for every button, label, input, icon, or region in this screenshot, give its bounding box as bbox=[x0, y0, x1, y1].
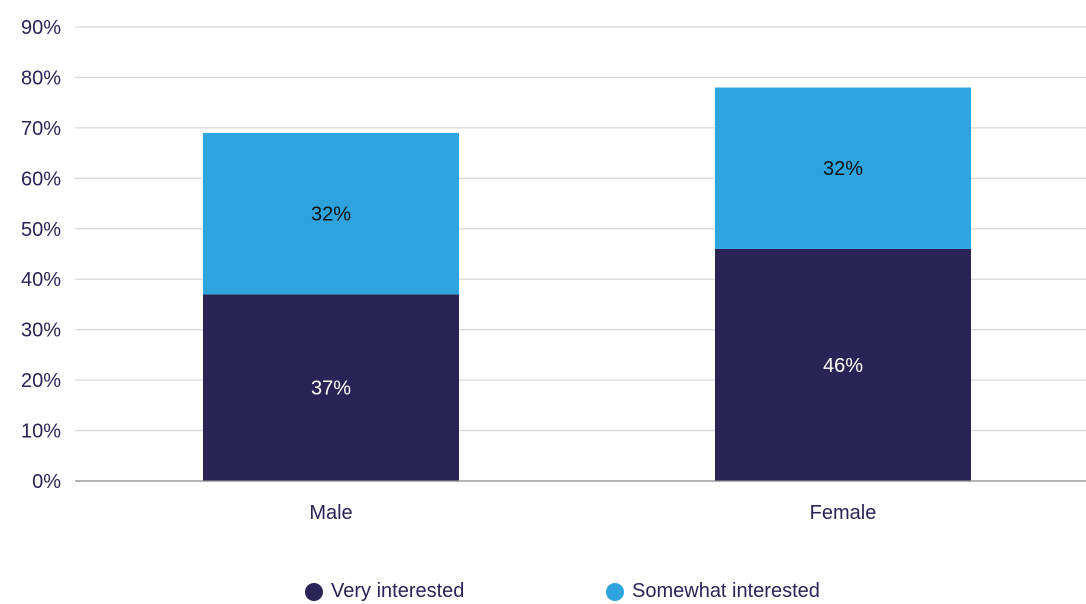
y-tick-label: 70% bbox=[21, 118, 61, 140]
legend-item-very-interested: Very interested bbox=[305, 580, 464, 603]
y-tick-label: 20% bbox=[21, 370, 61, 392]
y-tick-label: 30% bbox=[21, 320, 61, 342]
data-label: 32% bbox=[823, 158, 863, 180]
x-tick-label: Male bbox=[309, 502, 352, 524]
legend: Very interested Somewhat interested bbox=[0, 580, 1086, 604]
bar-female-very-interested bbox=[715, 248, 971, 481]
legend-label-very-interested: Very interested bbox=[331, 580, 465, 602]
y-tick-label: 0% bbox=[32, 471, 61, 493]
legend-swatch-very-interested bbox=[305, 582, 323, 601]
y-tick-label: 80% bbox=[21, 67, 61, 89]
data-label: 46% bbox=[823, 355, 863, 377]
y-tick-label: 10% bbox=[21, 421, 61, 443]
bar-chart: 0% 10% 20% 30% 40% 50% 60% 70% 80% 90% 37% 32% Male 4… bbox=[21, 17, 1086, 524]
y-tick-label: 40% bbox=[21, 269, 61, 291]
data-label: 37% bbox=[311, 378, 351, 400]
x-tick-label: Female bbox=[810, 502, 877, 524]
legend-item-somewhat-interested: Somewhat interested bbox=[606, 580, 820, 603]
legend-label-somewhat-interested: Somewhat interested bbox=[632, 580, 820, 602]
bar-female-somewhat-interested bbox=[715, 87, 971, 249]
data-label: 32% bbox=[311, 204, 351, 226]
bar-male-very-interested bbox=[203, 294, 459, 481]
legend-swatch-somewhat-interested bbox=[606, 582, 624, 601]
y-tick-label: 90% bbox=[21, 17, 61, 39]
y-tick-label: 60% bbox=[21, 168, 61, 190]
bar-male-somewhat-interested bbox=[203, 132, 459, 295]
y-tick-label: 50% bbox=[21, 219, 61, 241]
